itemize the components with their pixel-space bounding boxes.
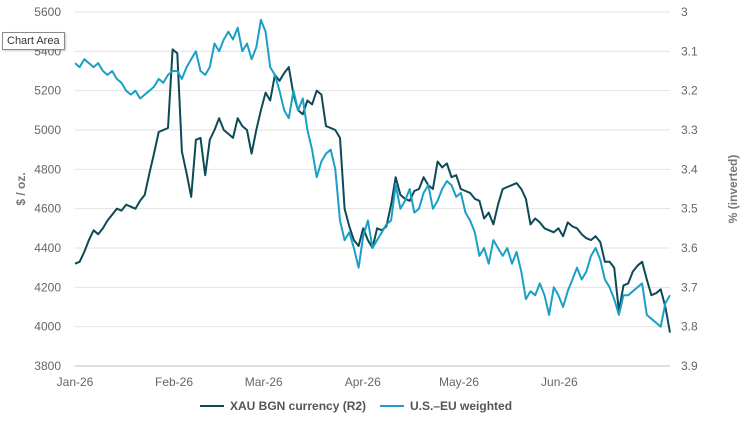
y-tick-label-right: 3.6: [681, 241, 698, 255]
y-tick-label-left: 4200: [34, 280, 61, 294]
y-tick-label-right: 3.9: [681, 359, 698, 373]
y-tick-label-right: 3.5: [681, 202, 698, 216]
y-tick-label-right: 3.3: [681, 123, 698, 137]
y-tick-label-left: 4600: [34, 202, 61, 216]
series-line-xau[interactable]: [74, 48, 671, 333]
y-tick-label-left: 5600: [34, 5, 61, 19]
x-tick-label: May-26: [439, 375, 479, 389]
x-tick-label: Jun-26: [541, 375, 578, 389]
y-axis-title-right: % (inverted): [726, 155, 740, 224]
y-tick-label-left: 5200: [34, 84, 61, 98]
y-axis-title-left: $ / oz.: [14, 172, 28, 205]
series-line-us-eu[interactable]: [74, 18, 671, 328]
y-tick-label-left: 4400: [34, 241, 61, 255]
chart-area-tooltip: Chart Area: [2, 32, 65, 50]
y-tick-label-right: 3.1: [681, 44, 698, 58]
y-tick-label-right: 3.4: [681, 162, 698, 176]
y-tick-label-right: 3.7: [681, 280, 698, 294]
x-tick-label: Feb-26: [155, 375, 193, 389]
legend-label[interactable]: XAU BGN currency (R2): [230, 399, 366, 413]
y-tick-label-left: 4000: [34, 320, 61, 334]
y-tick-label-right: 3.2: [681, 84, 698, 98]
y-tick-label-left: 3800: [34, 359, 61, 373]
y-tick-label-right: 3: [681, 5, 688, 19]
y-tick-label-left: 4800: [34, 162, 61, 176]
x-tick-label: Apr-26: [345, 375, 381, 389]
y-tick-label-left: 5000: [34, 123, 61, 137]
y-tick-label-right: 3.8: [681, 320, 698, 334]
x-tick-label: Jan-26: [57, 375, 94, 389]
legend-label[interactable]: U.S.–EU weighted: [410, 399, 512, 413]
x-tick-label: Mar-26: [245, 375, 283, 389]
